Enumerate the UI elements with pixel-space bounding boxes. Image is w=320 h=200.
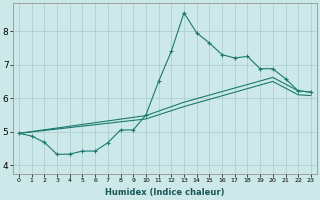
X-axis label: Humidex (Indice chaleur): Humidex (Indice chaleur) — [105, 188, 225, 197]
